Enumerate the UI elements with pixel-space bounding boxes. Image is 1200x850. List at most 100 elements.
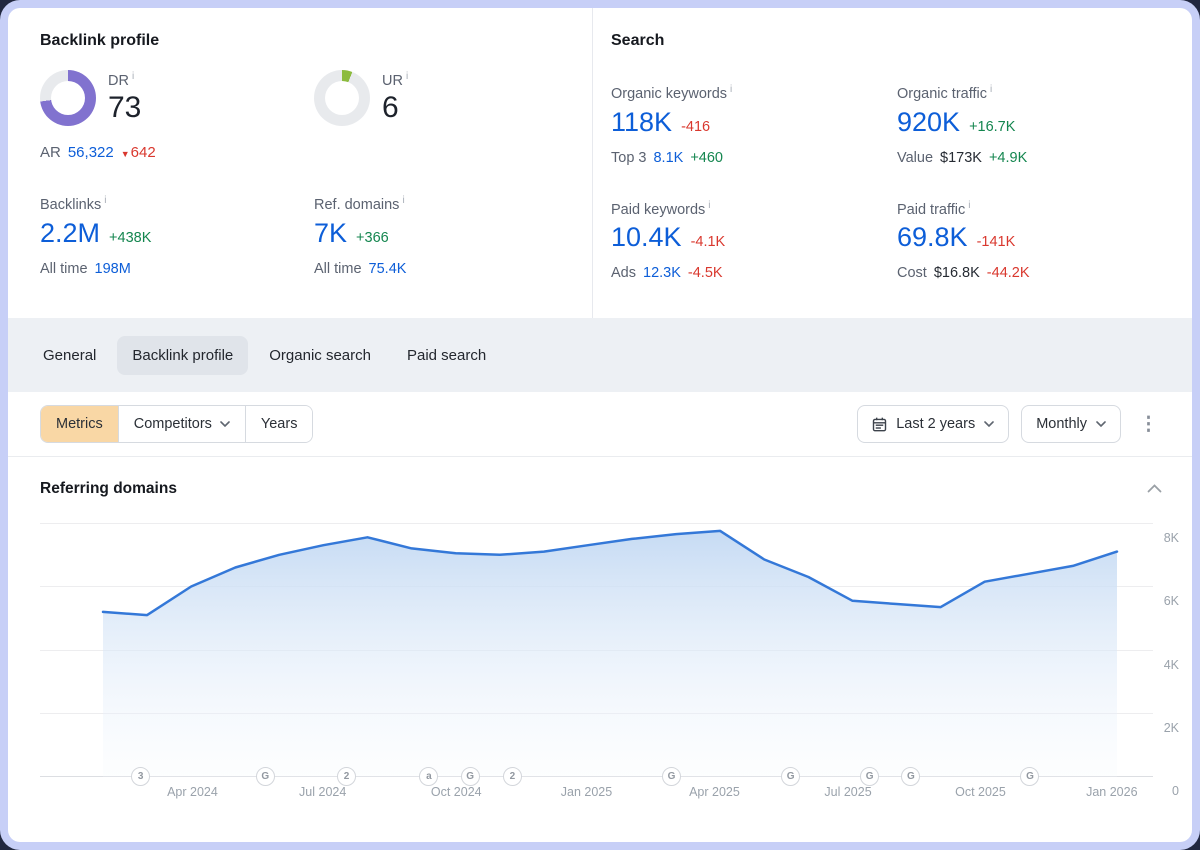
info-icon[interactable]: i [968,199,971,211]
x-axis-label: Jul 2024 [299,785,347,799]
ar-change: ▼642 [120,144,156,161]
tab-organic-search[interactable]: Organic search [254,336,386,375]
ref-domains-alltime-value[interactable]: 75.4K [368,260,407,277]
y-axis-label: 4K [1163,657,1179,672]
chevron-down-icon [984,421,995,427]
update-marker-icon[interactable]: G [901,767,921,786]
update-marker-icon[interactable]: G [781,767,801,786]
ref-domains-change: +366 [356,229,389,246]
search-title: Search [611,32,665,49]
backlinks-alltime-value[interactable]: 198M [94,260,131,277]
dr-label: DR i [108,71,135,89]
update-marker-icon[interactable]: G [1020,767,1040,786]
backlinks-change: +438K [109,229,152,246]
triangle-down-icon: ▼ [120,149,130,159]
backlink-profile-title: Backlink profile [40,32,160,49]
sub-change: -44.2K [986,265,1030,282]
x-axis-label: Oct 2024 [430,785,482,799]
paid-keywords-metric: Paid keywords i 10.4K -4.1K Ads 12.3K -4.… [611,199,726,282]
ref-domains-metric: Ref. domains i 7K +366 All time 75.4K [314,195,592,277]
organic-traffic-value[interactable]: 920K [897,106,961,137]
backlinks-value[interactable]: 2.2M [40,217,101,248]
update-marker-icon[interactable]: G [662,767,682,786]
competitors-segment[interactable]: Competitors [117,406,245,442]
ref-domains-label: Ref. domains i [314,195,405,213]
collapse-button[interactable] [1141,479,1168,498]
date-range-button[interactable]: Last 2 years [857,405,1010,443]
sub-change: -4.5K [687,265,723,282]
info-icon[interactable]: i [131,71,135,83]
ar-value[interactable]: 56,322 [67,144,114,161]
tab-backlink-profile[interactable]: Backlink profile [117,335,249,375]
paid-traffic-metric: Paid traffic i 69.8K -141K Cost $16.8K -4… [897,199,1030,282]
dr-value: 73 [108,90,142,124]
sub-value[interactable]: 12.3K [643,265,681,282]
ur-stat: UR i 6 [314,70,592,126]
ur-value: 6 [382,90,399,124]
tab-paid-search[interactable]: Paid search [392,336,501,375]
paid-traffic-change: -141K [976,234,1016,251]
update-marker-icon[interactable]: a [419,767,439,786]
info-icon[interactable]: i [730,84,733,95]
update-marker-icon[interactable]: 2 [337,767,357,786]
organic-traffic-metric: Organic traffic i 920K +16.7K Value $173K… [897,84,1028,166]
info-icon[interactable]: i [990,84,993,95]
x-axis-label: Jan 2026 [1086,785,1138,799]
info-icon[interactable]: i [104,195,107,206]
update-marker-icon[interactable]: G [860,767,880,786]
sub-value[interactable]: 8.1K [653,149,684,166]
organic-keywords-metric: Organic keywords i 118K -416 Top 3 8.1K +… [611,84,733,166]
ref-domains-value[interactable]: 7K [314,217,348,248]
info-icon[interactable]: i [402,195,405,206]
sub-value: $173K [940,149,982,166]
chart-toolbar: Metrics Competitors Years Last 2 years M… [8,392,1192,457]
sub-label: Cost [897,265,927,282]
info-icon[interactable]: i [405,71,409,83]
sub-value: $16.8K [933,265,980,282]
gridline [40,523,1153,524]
sub-change: +4.9K [988,149,1028,166]
x-axis-label: Jul 2025 [824,785,872,799]
y-axis-label: 0 [1172,784,1179,798]
years-segment[interactable]: Years [244,406,313,442]
tab-general[interactable]: General [28,336,111,375]
chevron-up-icon [1147,481,1162,496]
paid-traffic-value[interactable]: 69.8K [897,222,968,253]
x-axis-label: Apr 2024 [167,785,218,799]
sub-label: Ads [611,265,636,282]
update-marker-icon[interactable]: G [460,767,480,786]
granularity-button[interactable]: Monthly [1021,405,1121,443]
paid-keywords-value[interactable]: 10.4K [611,222,682,253]
ar-row: AR 56,322 ▼642 [40,144,314,161]
x-axis-label: Jan 2025 [560,785,613,799]
tab-bar: General Backlink profile Organic search Pai… [8,318,1192,392]
update-marker-icon[interactable]: 3 [131,767,151,786]
area-series [101,529,1119,777]
ur-label: UR i [382,71,409,89]
ar-label: AR [40,144,61,161]
info-icon[interactable]: i [708,199,711,211]
organic-keywords-value[interactable]: 118K [611,106,673,137]
stats-overview: Backlink profile DR i 73 AR 56,322 ▼642 [8,8,1192,318]
dr-stat: DR i 73 [40,70,314,126]
metrics-segment[interactable]: Metrics [41,406,118,442]
backlinks-metric: Backlinks i 2.2M +438K All time 198M [40,195,314,277]
x-axis-label: Apr 2025 [689,785,740,799]
dr-donut [40,70,96,126]
organic-keywords-change: -416 [681,118,711,135]
update-marker-icon[interactable]: G [255,767,275,786]
search-section: Search Organic keywords i 118K -416 Top 3… [593,8,1192,318]
sub-label: Top 3 [611,149,647,166]
organic-traffic-change: +16.7K [969,118,1016,135]
more-options-button[interactable]: ⋮ [1133,411,1164,438]
y-axis-label: 8K [1163,531,1179,545]
x-axis-label: Oct 2025 [955,785,1006,799]
referring-domains-card: Referring domains 8K 6K 4K 2K 0 Apr 2024 Jul … [8,457,1192,842]
sub-change: +460 [690,149,723,166]
dashboard: Backlink profile DR i 73 AR 56,322 ▼642 [8,8,1192,842]
chevron-down-icon [1096,421,1106,427]
view-segmented-control: Metrics Competitors Years [40,405,314,443]
chart-title: Referring domains [40,479,177,497]
update-marker-icon[interactable]: 2 [502,767,522,786]
referring-domains-chart[interactable]: 8K 6K 4K 2K 0 Apr 2024 Jul 2024 Oct 2024 Jan 20… [40,523,1179,799]
